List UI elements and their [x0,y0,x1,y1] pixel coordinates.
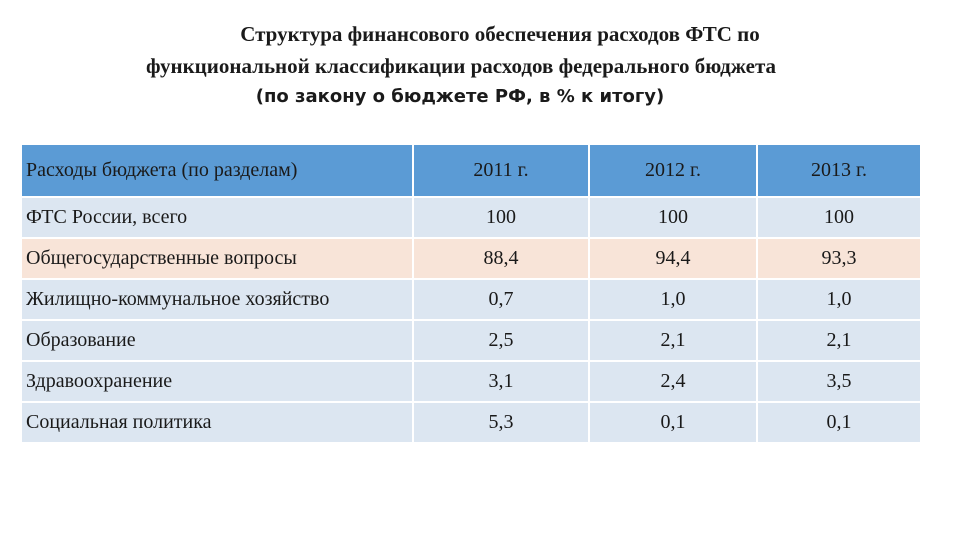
table-row: Здравоохранение 3,1 2,4 3,5 [20,360,922,403]
row-label: ФТС России, всего [20,196,414,239]
cell-value: 100 [412,196,590,239]
cell-value: 3,1 [412,360,590,403]
table-row: Общегосударственные вопросы 88,4 94,4 93… [20,237,922,280]
budget-structure-table: Расходы бюджета (по разделам) 2011 г. 20… [20,143,922,444]
row-label: Образование [20,319,414,362]
header-year-2012: 2012 г. [588,143,758,198]
cell-value: 0,7 [412,278,590,321]
cell-value: 100 [588,196,758,239]
header-year-2013: 2013 г. [756,143,922,198]
cell-value: 88,4 [412,237,590,280]
cell-value: 3,5 [756,360,922,403]
row-label: Социальная политика [20,401,414,444]
table-row: Социальная политика 5,3 0,1 0,1 [20,401,922,444]
cell-value: 2,1 [588,319,758,362]
cell-value: 100 [756,196,922,239]
header-budget-section: Расходы бюджета (по разделам) [20,143,414,198]
title-line-1: Структура финансового обеспечения расход… [240,22,760,46]
cell-value: 93,3 [756,237,922,280]
cell-value: 1,0 [756,278,922,321]
cell-value: 2,4 [588,360,758,403]
row-label: Общегосударственные вопросы [20,237,414,280]
cell-value: 2,1 [756,319,922,362]
header-year-2011: 2011 г. [412,143,590,198]
subtitle: (по закону о бюджете РФ, в % к итогу) [255,86,665,107]
cell-value: 2,5 [412,319,590,362]
cell-value: 0,1 [588,401,758,444]
table-row: Жилищно-коммунальное хозяйство 0,7 1,0 1… [20,278,922,321]
table-row: Образование 2,5 2,1 2,1 [20,319,922,362]
row-label: Жилищно-коммунальное хозяйство [20,278,414,321]
row-label: Здравоохранение [20,360,414,403]
table-row: ФТС России, всего 100 100 100 [20,196,922,239]
cell-value: 0,1 [756,401,922,444]
cell-value: 94,4 [588,237,758,280]
cell-value: 1,0 [588,278,758,321]
title-block: Структура финансового обеспечения расход… [0,18,960,112]
cell-value: 5,3 [412,401,590,444]
title-line-2: функциональной классификации расходов фе… [145,54,777,78]
table-header-row: Расходы бюджета (по разделам) 2011 г. 20… [20,143,922,198]
